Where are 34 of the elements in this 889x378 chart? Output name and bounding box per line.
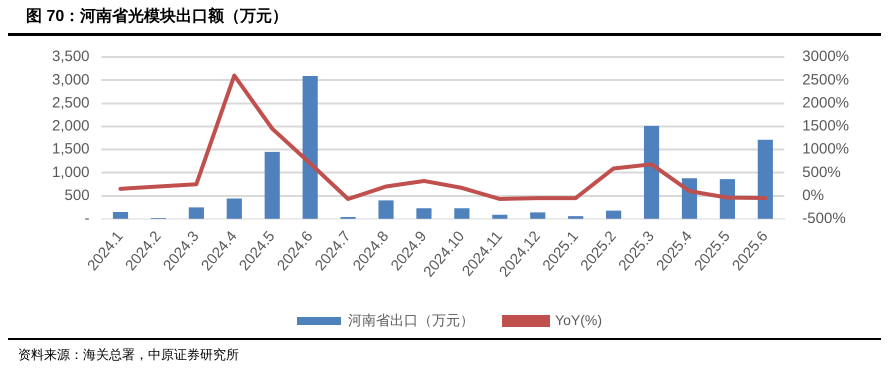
legend-label: 河南省出口（万元） — [348, 312, 474, 328]
y2-tick-label: 3000% — [802, 48, 850, 66]
y-tick-label: 2,500 — [52, 94, 90, 112]
y-tick-label: 500 — [64, 186, 90, 204]
bar — [378, 200, 394, 219]
y2-tick-label: 2000% — [802, 94, 850, 112]
y-tick-label: 1,500 — [52, 140, 90, 158]
y2-tick-label: 0% — [802, 186, 824, 204]
bar — [264, 152, 280, 219]
y-tick-label: 3,000 — [52, 71, 90, 88]
y2-tick-label: 2500% — [802, 71, 850, 88]
y2-tick-label: -500% — [802, 210, 846, 228]
bar — [454, 208, 470, 219]
bar — [112, 212, 128, 219]
y-tick-label: 3,500 — [52, 48, 90, 66]
legend-label: YoY(%) — [555, 312, 602, 328]
text: 资料来源：海关总署，中原证券研究所 — [8, 338, 881, 370]
bar — [492, 214, 508, 219]
y-tick-label: 2,000 — [52, 118, 90, 135]
bar — [530, 212, 546, 219]
bar — [644, 126, 660, 219]
y-tick-label: 1,000 — [52, 164, 90, 181]
chart-title: 图 70：河南省光模块出口额（万元） — [8, 0, 881, 36]
y2-tick-label: 1500% — [802, 118, 850, 135]
bar — [606, 210, 622, 219]
y2-tick-label: 500% — [802, 164, 841, 181]
bar — [568, 216, 584, 219]
bar — [416, 208, 432, 219]
bar — [758, 140, 773, 219]
bar — [188, 207, 204, 219]
y2-tick-label: 1000% — [802, 140, 850, 158]
y-tick-label: - — [84, 210, 90, 228]
bar — [226, 198, 242, 219]
bar — [302, 76, 318, 219]
